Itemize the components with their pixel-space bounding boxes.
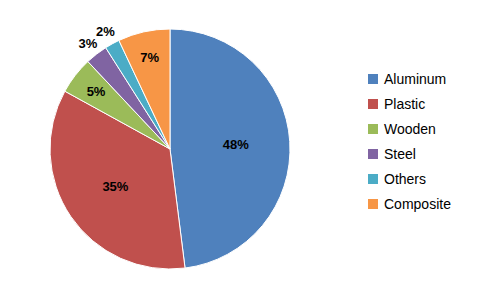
html-text:Composite: Composite	[384, 196, 451, 212]
svg-text:35%: 35%	[102, 179, 128, 194]
svg-text:5%: 5%	[87, 84, 106, 99]
html-text:Plastic: Plastic	[384, 96, 426, 112]
svg-text:7%: 7%	[140, 50, 159, 65]
svg-text:48%: 48%	[223, 137, 249, 152]
html-text:Aluminum: Aluminum	[384, 71, 447, 87]
svg-text:2%: 2%	[96, 24, 115, 39]
html-text:Steel: Steel	[384, 146, 416, 162]
html-text:Wooden: Wooden	[384, 121, 436, 137]
html-text:Others: Others	[384, 171, 426, 187]
svg-text:3%: 3%	[78, 36, 97, 51]
